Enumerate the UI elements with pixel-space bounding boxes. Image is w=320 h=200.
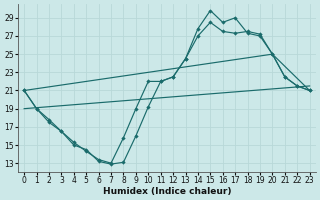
X-axis label: Humidex (Indice chaleur): Humidex (Indice chaleur) <box>103 187 231 196</box>
